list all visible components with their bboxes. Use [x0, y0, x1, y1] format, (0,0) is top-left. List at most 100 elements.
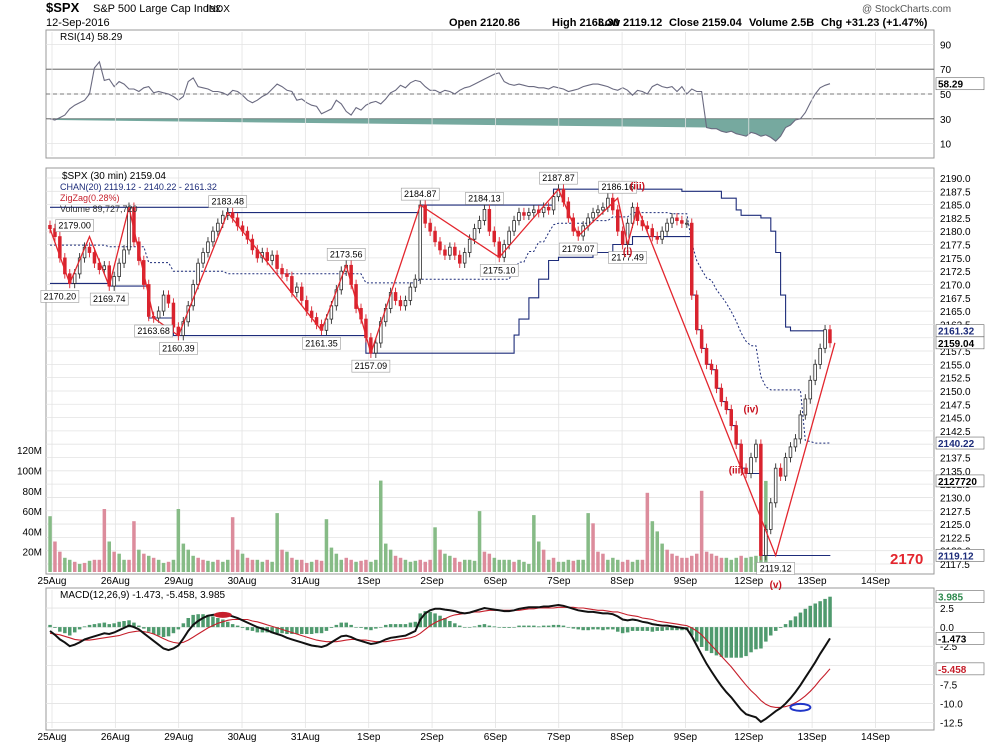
candle-body: [596, 209, 600, 213]
volume-bar: [675, 555, 679, 572]
macd-histogram-bar: [527, 625, 531, 628]
volume-bar: [354, 561, 358, 572]
volume-bar: [176, 509, 181, 572]
rsi-tick-label: 10: [940, 140, 952, 151]
volume-bar: [398, 557, 403, 572]
candle-body: [630, 206, 635, 224]
pivot-label: 2184.13: [468, 193, 501, 203]
candle-body: [620, 230, 625, 245]
candle-body: [211, 230, 215, 243]
volume-bar: [527, 563, 531, 572]
volume-bar: [413, 560, 418, 572]
macd-histogram-bar: [507, 627, 511, 628]
macd-histogram-bar: [364, 627, 368, 630]
x-axis-label: 7Sep: [547, 576, 571, 587]
volume-bar: [339, 559, 343, 572]
macd-histogram-bar: [546, 625, 551, 628]
candle-body: [586, 217, 590, 227]
candle-body: [295, 286, 299, 293]
macd-histogram-bar: [290, 627, 294, 634]
volume-bar: [729, 559, 733, 572]
last-close-value: 2159.04: [938, 339, 975, 350]
macd-tick-label: -10.0: [940, 700, 963, 711]
candle-body: [704, 347, 709, 365]
x-axis-label-bottom: 8Sep: [610, 732, 634, 743]
macd-histogram-bar: [695, 627, 699, 642]
volume-bar: [532, 515, 536, 572]
volume-bar: [448, 555, 452, 572]
volume-bar: [161, 562, 166, 572]
volume-bar: [181, 543, 186, 572]
price-tick-label: 2152.5: [940, 374, 971, 385]
candle-body: [122, 249, 126, 264]
volume-bar: [300, 559, 304, 572]
macd-histogram-bar: [601, 627, 605, 631]
volume-bar: [581, 559, 585, 572]
macd-histogram-bar: [334, 624, 339, 628]
macd-title: MACD(12,26,9) -1.473, -5.458, 3.985: [60, 590, 226, 601]
macd-histogram-bar: [502, 627, 506, 628]
macd-histogram-bar: [398, 624, 403, 628]
macd-histogram-bar: [724, 627, 729, 658]
macd-histogram-bar: [774, 627, 778, 631]
volume-bar: [650, 521, 655, 572]
macd-histogram-bar: [428, 611, 432, 628]
signal-last-value: -5.458: [938, 665, 967, 676]
volume-bar: [250, 559, 255, 572]
pivot-label: 2184.87: [404, 189, 437, 199]
x-axis-label-bottom: 9Sep: [674, 732, 698, 743]
volume-bar: [640, 559, 645, 572]
macd-histogram-bar: [616, 627, 620, 632]
macd-histogram-bar: [453, 623, 457, 628]
volume-bar: [275, 513, 279, 572]
volume-bar: [645, 492, 650, 572]
macd-histogram-bar: [216, 618, 220, 628]
macd-histogram-bar: [240, 627, 245, 628]
target-label: 2170: [890, 551, 923, 568]
channel-upper-line: [50, 188, 826, 332]
candle-body: [374, 342, 378, 354]
candle-body: [803, 398, 808, 416]
candle-body: [714, 369, 719, 389]
macd-histogram-bar: [117, 621, 121, 628]
macd-histogram-bar: [778, 627, 783, 628]
candle-body: [280, 268, 284, 275]
candle-body: [798, 414, 803, 440]
macd-histogram-bar: [458, 625, 462, 628]
price-tick-label: 2125.0: [940, 520, 971, 531]
candle-body: [112, 276, 116, 287]
volume-bar: [423, 561, 427, 572]
macd-histogram-bar: [620, 627, 625, 634]
price-tick-label: 2185.0: [940, 201, 971, 212]
candle-body: [462, 252, 467, 264]
macd-histogram-bar: [655, 627, 659, 631]
macd-histogram-bar: [803, 608, 808, 628]
rsi-oversold-fill: [54, 118, 796, 142]
candle-body: [507, 230, 511, 245]
candle-body: [393, 292, 398, 301]
macd-histogram-bar: [813, 603, 817, 628]
macd-histogram-bar: [492, 626, 497, 628]
close-value: Close 2159.04: [669, 17, 743, 29]
pivot-label: 2187.87: [542, 173, 575, 183]
macd-histogram-bar: [280, 627, 284, 634]
pivot-label-box: [134, 324, 173, 338]
exchange: INDX: [206, 4, 230, 15]
volume-bar: [591, 523, 595, 572]
volume-bar: [601, 553, 605, 572]
macd-histogram-bar: [764, 627, 768, 642]
candle-body: [616, 209, 620, 232]
macd-histogram-bar: [625, 627, 630, 633]
price-tick-label: 2150.0: [940, 387, 971, 398]
macd-histogram-bar: [665, 627, 669, 631]
volume-bar: [635, 559, 640, 572]
volume-bar: [235, 549, 240, 572]
volume-bar: [137, 549, 141, 572]
volume-bar: [186, 549, 190, 572]
macd-histogram-bar: [828, 596, 832, 628]
macd-histogram-bar: [512, 627, 516, 628]
price-tick-label: 2187.5: [940, 187, 971, 198]
volume-bar: [576, 559, 580, 572]
volume-bar: [280, 549, 284, 572]
candle-body: [808, 379, 813, 400]
